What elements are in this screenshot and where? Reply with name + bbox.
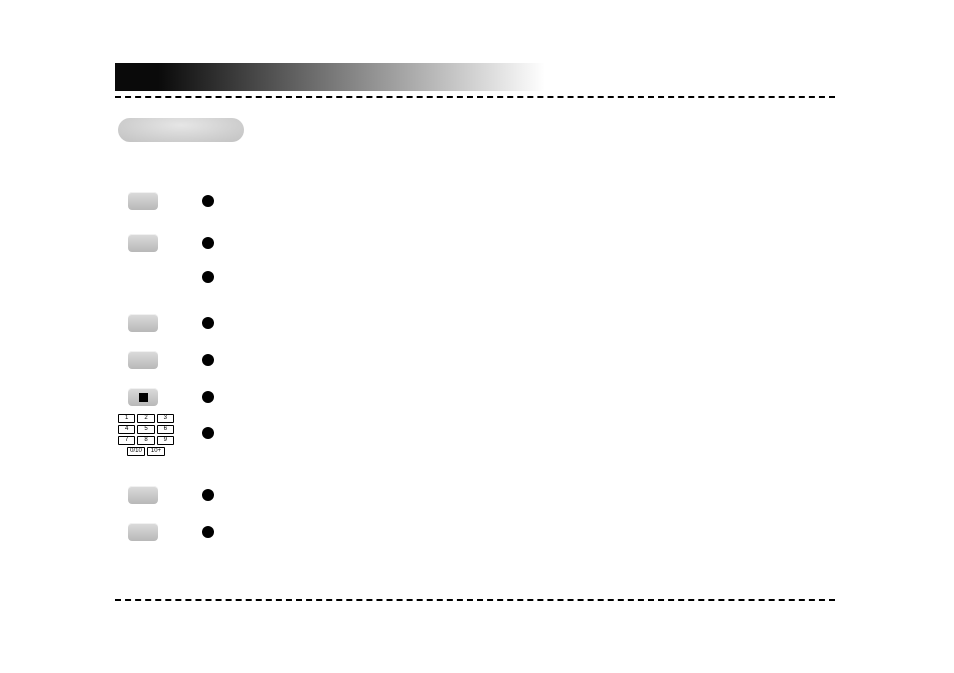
stop-icon: [139, 393, 148, 402]
key-4[interactable]: 4: [118, 425, 135, 434]
section-pill: [118, 118, 244, 142]
remote-button[interactable]: [128, 192, 158, 210]
key-3[interactable]: 3: [157, 414, 174, 423]
bullet-icon: [202, 489, 214, 501]
list-row: [128, 192, 214, 210]
list-row: [128, 314, 214, 332]
key-0-10[interactable]: 0/10: [127, 447, 145, 456]
bullet-icon: [202, 237, 214, 249]
number-keypad[interactable]: 1 2 3 4 5 6 7 8 9 0/10 10+: [118, 414, 174, 456]
bullet-icon: [202, 354, 214, 366]
bullet-icon: [202, 195, 214, 207]
remote-button[interactable]: [128, 234, 158, 252]
remote-button[interactable]: [128, 351, 158, 369]
stop-button[interactable]: [128, 388, 158, 406]
key-7[interactable]: 7: [118, 436, 135, 445]
header-banner: [115, 63, 545, 91]
divider-bottom: [115, 599, 835, 601]
list-row: [128, 486, 214, 504]
list-row: [128, 523, 214, 541]
key-6[interactable]: 6: [157, 425, 174, 434]
key-5[interactable]: 5: [137, 425, 154, 434]
list-row: [128, 351, 214, 369]
key-1[interactable]: 1: [118, 414, 135, 423]
remote-button[interactable]: [128, 486, 158, 504]
key-10plus[interactable]: 10+: [147, 447, 165, 456]
key-2[interactable]: 2: [137, 414, 154, 423]
key-9[interactable]: 9: [157, 436, 174, 445]
key-8[interactable]: 8: [137, 436, 154, 445]
bullet-icon: [202, 526, 214, 538]
remote-button[interactable]: [128, 314, 158, 332]
bullet-icon: [202, 427, 214, 439]
page: 1 2 3 4 5 6 7 8 9 0/10 10+: [0, 0, 954, 673]
bullet-icon: [202, 271, 214, 283]
bullet-icon: [202, 391, 214, 403]
divider-top: [115, 96, 835, 98]
list-row: [128, 388, 214, 406]
list-row: [128, 234, 214, 252]
remote-button[interactable]: [128, 523, 158, 541]
list-row: [202, 271, 214, 283]
bullet-icon: [202, 317, 214, 329]
